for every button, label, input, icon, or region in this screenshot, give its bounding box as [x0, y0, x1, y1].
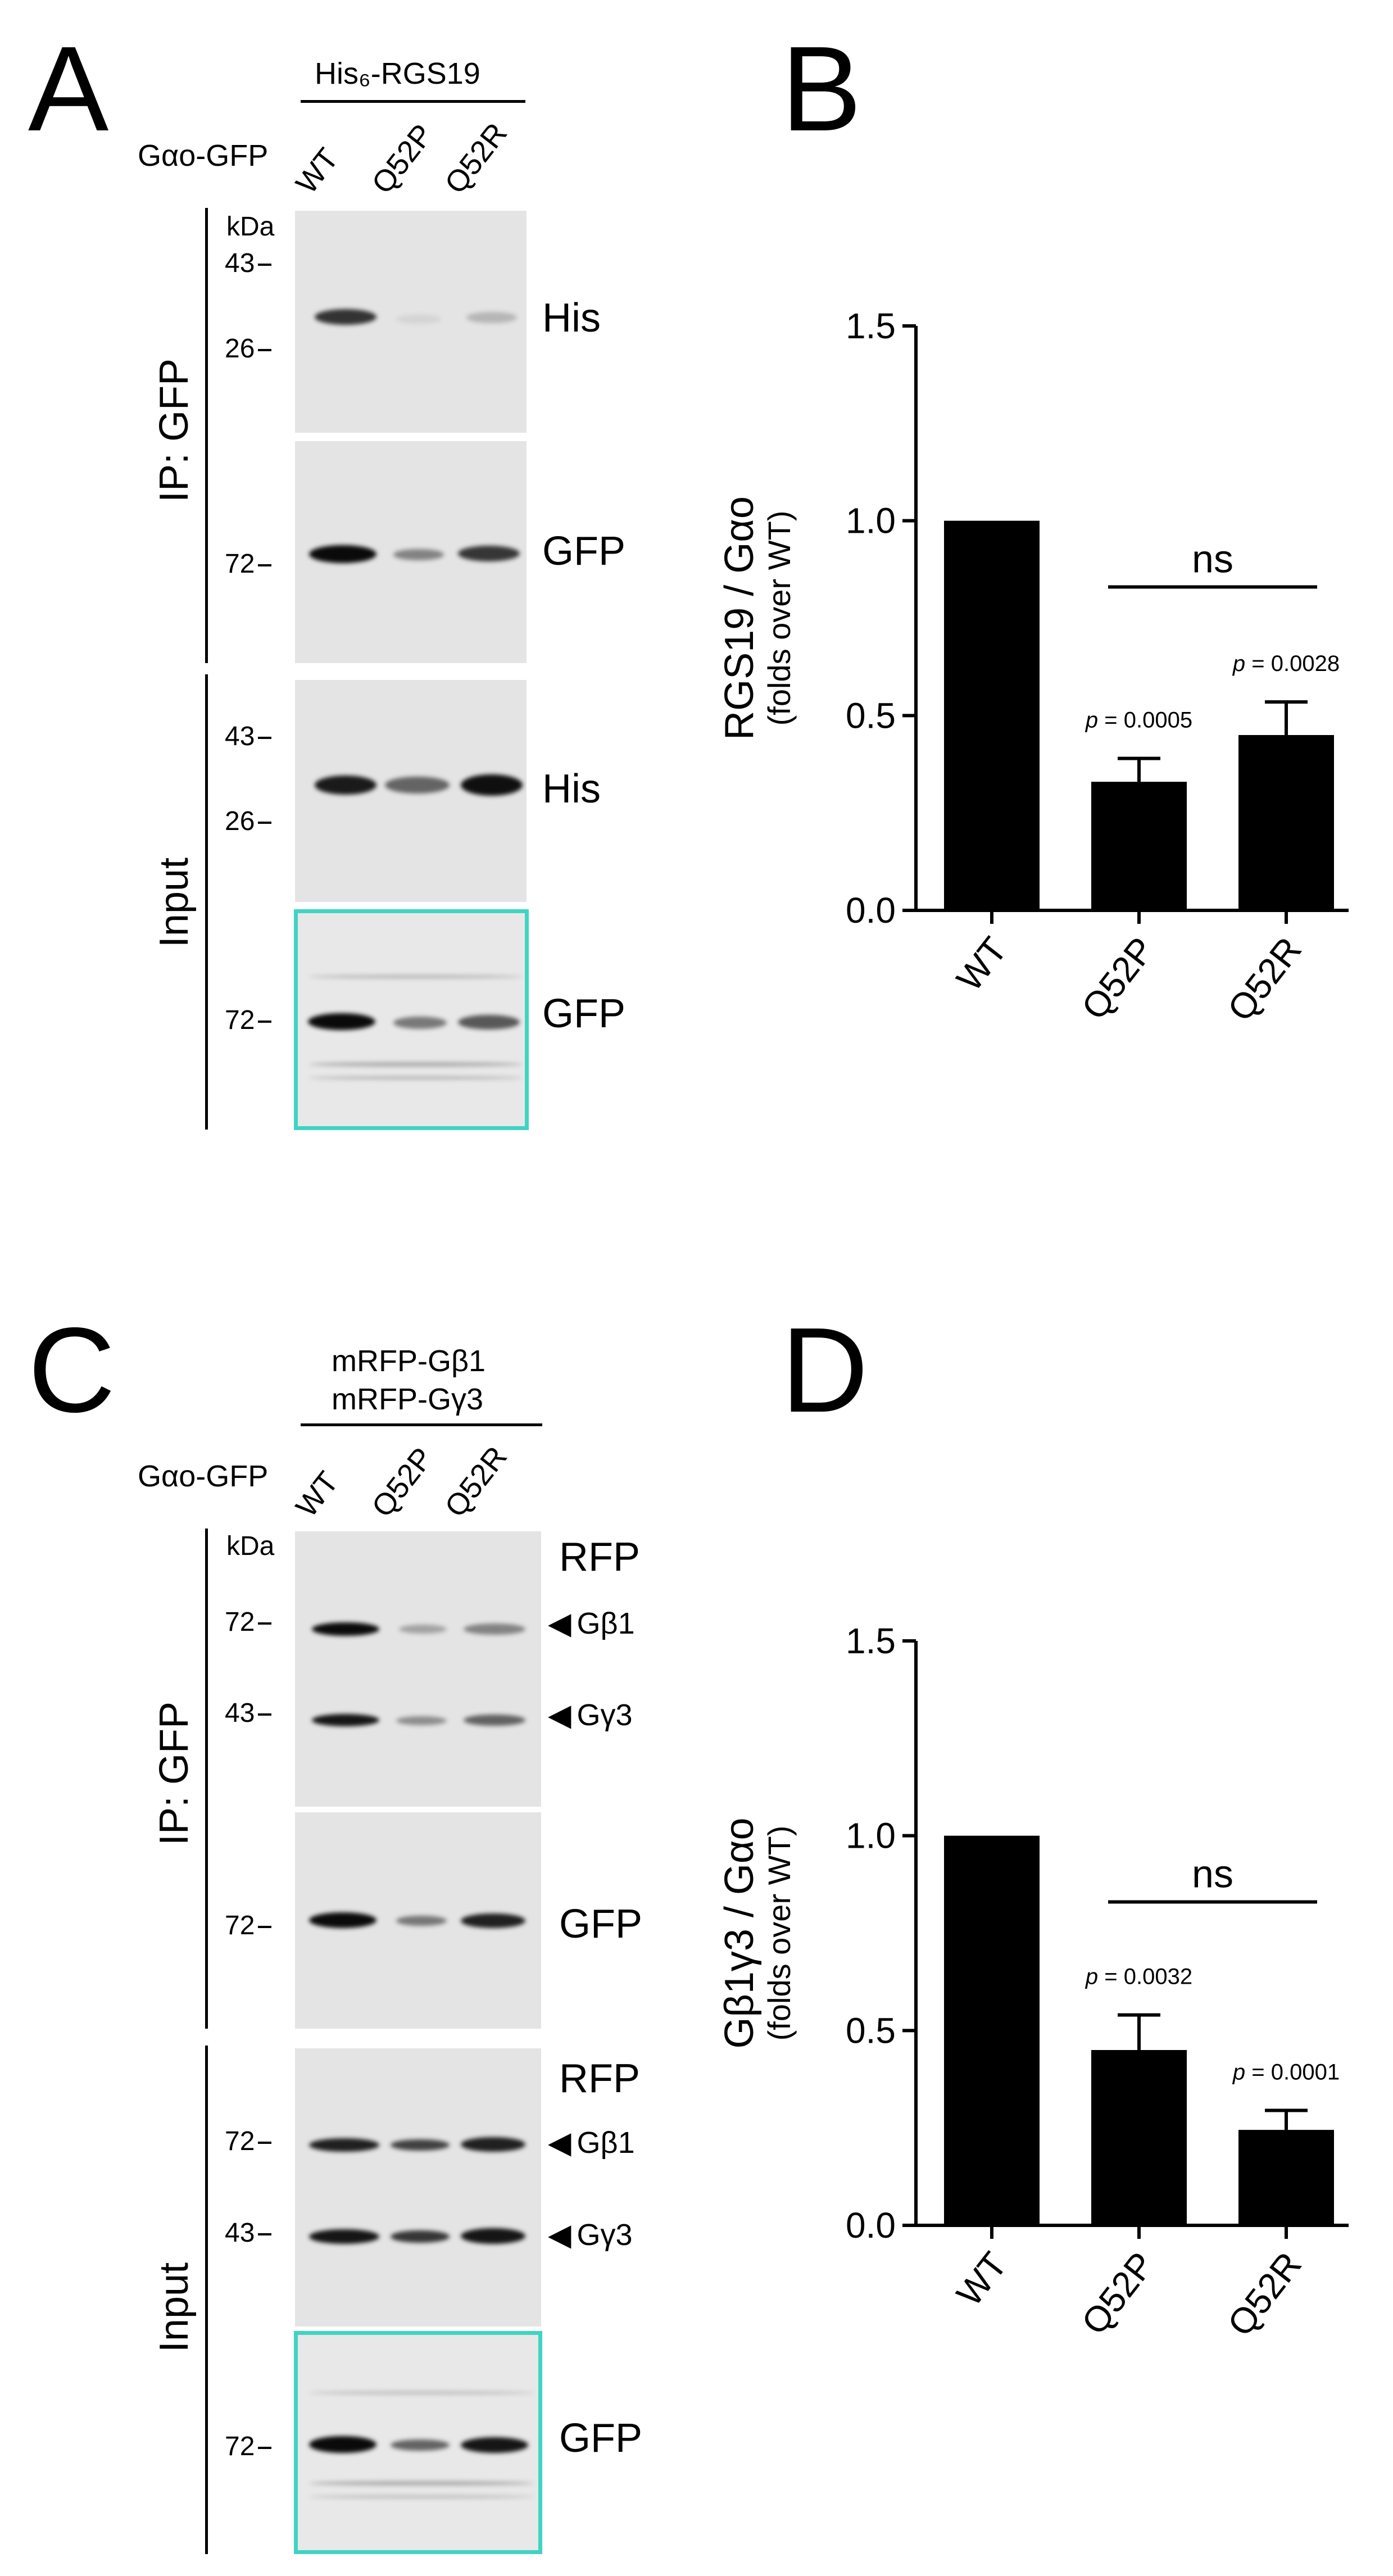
- p-value-annotation: p = 0.0001: [1232, 2060, 1340, 2084]
- bar-q52p: [1091, 782, 1187, 910]
- construct-label-2: mRFP-Gγ3: [332, 1382, 483, 1416]
- p-value-annotation: p = 0.0032: [1085, 1965, 1192, 1989]
- band-label-gg3: ◀ Gγ3: [548, 1698, 633, 1732]
- bar-wt: [944, 520, 1040, 910]
- panel-letter-b: B: [781, 21, 862, 156]
- chart-b: 0.0 0.5 1.0 1.5 WT Q52P Q52R p = 0.0005 p = 0.00…: [717, 306, 1349, 1028]
- arrowhead-icon: ◀: [548, 1607, 571, 1640]
- construct-bracket: [301, 100, 525, 103]
- ns-label: ns: [1192, 537, 1233, 581]
- blot-label-rfp: RFP: [559, 1535, 640, 1580]
- blot-label-gfp: GFP: [542, 991, 626, 1036]
- blot-input-gfp: [294, 2331, 542, 2554]
- blot-label-gfp: GFP: [559, 1902, 643, 1947]
- input-bracket: [205, 2046, 208, 2554]
- x-tick-label: Q52R: [1219, 2244, 1309, 2343]
- blot-label-rfp: RFP: [559, 2056, 640, 2101]
- blot-input-his: [295, 680, 527, 902]
- y-tick-label: 0.0: [846, 2205, 896, 2246]
- blot-label-his: His: [542, 767, 601, 811]
- input-bracket: [205, 674, 208, 1130]
- ip-bracket: [205, 1529, 208, 2029]
- blot-label-gfp: GFP: [559, 2416, 643, 2461]
- ns-label: ns: [1192, 1852, 1233, 1896]
- y-tick-label: 1.0: [846, 501, 896, 541]
- marker-72: 72: [225, 2433, 272, 2460]
- blot-input-gfp: [294, 909, 529, 1130]
- kda-label: kDa: [226, 1531, 275, 1561]
- row-label-galphao: Gαo-GFP: [138, 1459, 269, 1493]
- x-tick-label: WT: [949, 929, 1015, 999]
- x-tick-label: WT: [949, 2244, 1015, 2314]
- bar-q52r: [1238, 735, 1334, 910]
- bar-q52p: [1091, 2050, 1187, 2225]
- row-label-galphao: Gαo-GFP: [138, 139, 269, 173]
- marker-43: 43: [225, 250, 272, 277]
- construct-bracket: [301, 1423, 542, 1426]
- bar-q52r: [1238, 2130, 1334, 2225]
- y-tick-label: 0.5: [846, 2010, 896, 2051]
- y-tick-label: 0.5: [846, 695, 896, 736]
- panel-letter-c: C: [28, 1302, 116, 1437]
- lane-label-wt: WT: [289, 1465, 346, 1523]
- lane-label-q52p: Q52P: [365, 1441, 440, 1523]
- blot-input-rfp: [295, 2048, 541, 2326]
- arrowhead-icon: ◀: [548, 2218, 571, 2252]
- construct-label: His₆-RGS19: [315, 57, 480, 90]
- input-label: Input: [152, 857, 197, 948]
- y-axis-label: Gβ1γ3 / Gαo: [717, 1817, 762, 2048]
- marker-43: 43: [225, 2220, 272, 2247]
- arrowhead-icon: ◀: [548, 1698, 571, 1732]
- blot-ip-his: [295, 211, 527, 433]
- x-tick-label: Q52R: [1219, 929, 1309, 1028]
- ip-label: IP: GFP: [152, 1701, 197, 1846]
- y-tick-label: 0.0: [846, 890, 896, 931]
- chart-d: 0.0 0.5 1.0 1.5 WT Q52P Q52R p = 0.0032 p = 0.00…: [717, 1621, 1349, 2343]
- marker-72: 72: [225, 1912, 272, 1939]
- lane-label-q52p: Q52P: [365, 118, 440, 200]
- marker-72: 72: [225, 1007, 272, 1034]
- input-label: Input: [152, 2262, 197, 2353]
- marker-72: 72: [225, 551, 272, 578]
- lane-label-wt: WT: [289, 142, 346, 200]
- marker-72: 72: [225, 2128, 272, 2155]
- ip-label: IP: GFP: [152, 358, 197, 503]
- blot-ip-gfp: [295, 1812, 541, 2029]
- panel-letter-d: D: [781, 1302, 869, 1437]
- y-axis-sublabel: (folds over WT): [761, 511, 797, 726]
- marker-72: 72: [225, 1609, 272, 1636]
- y-tick-label: 1.5: [846, 1621, 896, 1661]
- p-value-annotation: p = 0.0005: [1085, 708, 1192, 733]
- panel-letter-a: A: [28, 21, 109, 156]
- marker-26: 26: [225, 335, 272, 362]
- ip-bracket: [205, 208, 208, 663]
- band-label-gg3: ◀ Gγ3: [548, 2218, 633, 2252]
- y-axis-sublabel: (folds over WT): [761, 1826, 797, 2041]
- marker-26: 26: [225, 808, 272, 835]
- blot-ip-rfp: [295, 1531, 541, 1807]
- y-axis-label: RGS19 / Gαo: [717, 496, 762, 740]
- x-tick-label: Q52P: [1074, 929, 1162, 1027]
- kda-label: kDa: [226, 212, 275, 242]
- x-tick-label: Q52P: [1074, 2244, 1162, 2342]
- bar-wt: [944, 1835, 1040, 2225]
- y-tick-label: 1.0: [846, 1816, 896, 1856]
- p-value-annotation: p = 0.0028: [1232, 651, 1340, 676]
- marker-43: 43: [225, 723, 272, 750]
- arrowhead-icon: ◀: [548, 2126, 571, 2160]
- y-tick-label: 1.5: [846, 306, 896, 346]
- lane-label-q52r: Q52R: [438, 1440, 514, 1523]
- blot-label-gfp: GFP: [542, 529, 626, 574]
- band-label-gb1: ◀ Gβ1: [548, 1607, 635, 1640]
- lane-label-q52r: Q52R: [438, 116, 514, 200]
- blot-ip-gfp: [295, 441, 527, 663]
- band-label-gb1: ◀ Gβ1: [548, 2126, 635, 2160]
- marker-43: 43: [225, 1700, 272, 1727]
- blot-label-his: His: [542, 296, 601, 341]
- construct-label-1: mRFP-Gβ1: [332, 1344, 486, 1378]
